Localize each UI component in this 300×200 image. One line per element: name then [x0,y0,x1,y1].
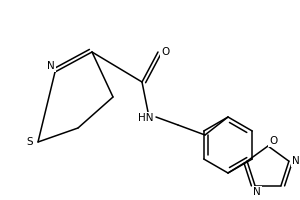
Text: N: N [253,187,261,197]
Text: N: N [292,156,300,166]
Text: O: O [161,47,169,57]
Text: N: N [47,61,55,71]
Text: S: S [27,137,33,147]
Text: HN: HN [138,113,154,123]
Text: O: O [269,136,277,146]
